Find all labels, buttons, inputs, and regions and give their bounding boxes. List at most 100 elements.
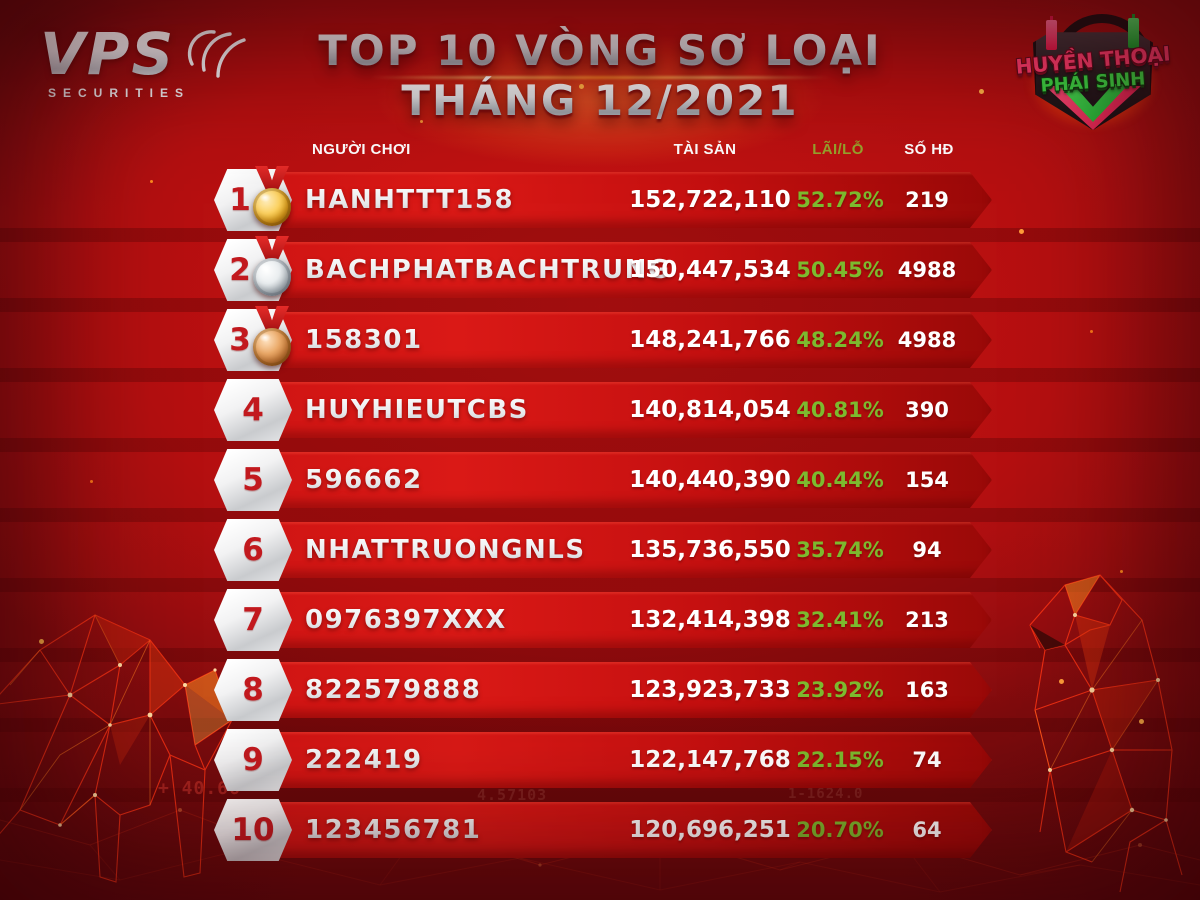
- rank-number: 7: [242, 602, 264, 638]
- player-name: NHATTRUONGNLS: [305, 522, 586, 578]
- leaderboard-row-3: 3 158301 148,241,766 48.24% 4988: [0, 306, 1200, 371]
- player-name: 158301: [305, 312, 423, 368]
- leaderboard-row-1: 1 HANHTTT158 152,722,110 52.72% 219: [0, 166, 1200, 231]
- contract-count: 74: [912, 748, 942, 772]
- contract-count: 163: [905, 678, 949, 702]
- contract-count: 94: [912, 538, 942, 562]
- leaderboard-row-6: 6 NHATTRUONGNLS 135,736,550 35.74% 94: [0, 519, 1200, 581]
- player-name: 596662: [305, 452, 423, 508]
- asset-value: 120,696,251: [629, 817, 791, 843]
- vps-logo-waves-icon: [187, 30, 246, 78]
- contract-count: 219: [905, 188, 949, 212]
- contract-count: 64: [912, 818, 942, 842]
- ghost-tick: 1-1624.0: [788, 786, 864, 802]
- row-bar: [230, 592, 992, 648]
- light-flare: [370, 76, 830, 79]
- leaderboard-row-2: 2 BACHPHATBACHTRUNG 150,447,534 50.45% 4…: [0, 236, 1200, 301]
- rank-badge: 7: [214, 589, 292, 651]
- asset-value: 140,440,390: [629, 467, 791, 493]
- bronze-medal-icon: [250, 306, 294, 370]
- row-bar: [230, 242, 992, 298]
- row-bar: [230, 452, 992, 508]
- row-bar: [230, 312, 992, 368]
- asset-value: 152,722,110: [629, 187, 791, 213]
- title-line-1: TOP 10 VÒNG SƠ LOẠI: [0, 26, 1200, 76]
- medal-disc: [253, 188, 291, 226]
- row-bar: [230, 522, 992, 578]
- rank-badge: 5: [214, 449, 292, 511]
- leaderboard-row-7: 7 0976397XXX 132,414,398 32.41% 213: [0, 589, 1200, 651]
- table-header: NGƯỜI CHƠI TÀI SẢN LÃI/LỖ SỐ HĐ: [0, 141, 1200, 163]
- rank-number: 3: [229, 322, 251, 358]
- rank-badge: 10: [214, 799, 292, 861]
- profit-percent: 48.24%: [796, 328, 884, 352]
- asset-value: 132,414,398: [629, 607, 791, 633]
- leaderboard-row-8: 8 822579888 123,923,733 23.92% 163: [0, 659, 1200, 721]
- rank-badge: 9: [214, 729, 292, 791]
- silver-medal-icon: [250, 236, 294, 300]
- title-line-2: THÁNG 12/2021: [0, 76, 1200, 126]
- player-name: HANHTTT158: [305, 172, 514, 228]
- vps-logo-text: VPS: [40, 24, 230, 84]
- asset-value: 140,814,054: [629, 397, 791, 423]
- player-name: BACHPHATBACHTRUNG: [305, 242, 671, 298]
- ghost-tick: 4.57103: [477, 786, 548, 804]
- rank-badge: 6: [214, 519, 292, 581]
- header-assets: TÀI SẢN: [673, 141, 737, 158]
- event-logo: HUYỀN THOẠI PHÁI SINH: [994, 2, 1192, 148]
- profit-percent: 40.81%: [796, 398, 884, 422]
- profit-percent: 40.44%: [796, 468, 884, 492]
- asset-value: 122,147,768: [629, 747, 791, 773]
- pink-candlestick-icon: [1046, 20, 1057, 50]
- medal-disc: [253, 258, 291, 296]
- header-player: NGƯỜI CHƠI: [312, 141, 411, 158]
- row-bar: [230, 732, 992, 788]
- profit-percent: 22.15%: [796, 748, 884, 772]
- player-name: 123456781: [305, 802, 481, 858]
- ember-sparks: [150, 180, 153, 183]
- profit-percent: 35.74%: [796, 538, 884, 562]
- player-name: 0976397XXX: [305, 592, 507, 648]
- header-contracts: SỐ HĐ: [904, 141, 954, 158]
- asset-value: 135,736,550: [629, 537, 791, 563]
- rank-number: 5: [242, 462, 264, 498]
- vps-logo: VPS SECURITIES: [40, 24, 246, 124]
- player-name: 822579888: [305, 662, 481, 718]
- player-name: HUYHIEUTCBS: [305, 382, 529, 438]
- rank-number: 4: [242, 392, 264, 428]
- profit-percent: 23.92%: [796, 678, 884, 702]
- row-bar: [230, 382, 992, 438]
- row-bar: [230, 172, 992, 228]
- contract-count: 4988: [897, 328, 957, 352]
- vps-logo-subtext: SECURITIES: [48, 86, 230, 100]
- rank-number: 10: [231, 812, 275, 848]
- rank-number: 2: [229, 252, 251, 288]
- header-profit: LÃI/LỖ: [812, 141, 864, 158]
- leaderboard-row-5: 5 596662 140,440,390 40.44% 154: [0, 449, 1200, 511]
- page-title: TOP 10 VÒNG SƠ LOẠI THÁNG 12/2021: [0, 26, 1200, 126]
- asset-value: 150,447,534: [629, 257, 791, 283]
- profit-percent: 52.72%: [796, 188, 884, 212]
- row-bar: [230, 662, 992, 718]
- gold-medal-icon: [250, 166, 294, 230]
- contract-count: 154: [905, 468, 949, 492]
- profit-percent: 32.41%: [796, 608, 884, 632]
- contract-count: 213: [905, 608, 949, 632]
- contract-count: 4988: [897, 258, 957, 282]
- medal-disc: [253, 328, 291, 366]
- leaderboard-row-9: 9 222419 122,147,768 22.15% 74: [0, 729, 1200, 791]
- asset-value: 148,241,766: [629, 327, 791, 353]
- leaderboard-row-10: 10 123456781 120,696,251 20.70% 64: [0, 799, 1200, 861]
- green-candlestick-icon: [1128, 18, 1139, 48]
- contract-count: 390: [905, 398, 949, 422]
- rank-number: 9: [242, 742, 264, 778]
- rank-number: 8: [242, 672, 264, 708]
- rank-number: 1: [229, 182, 251, 218]
- leaderboard-row-4: 4 HUYHIEUTCBS 140,814,054 40.81% 390: [0, 379, 1200, 441]
- rank-badge: 8: [214, 659, 292, 721]
- rank-badge: 4: [214, 379, 292, 441]
- player-name: 222419: [305, 732, 423, 788]
- asset-value: 123,923,733: [629, 677, 791, 703]
- profit-percent: 50.45%: [796, 258, 884, 282]
